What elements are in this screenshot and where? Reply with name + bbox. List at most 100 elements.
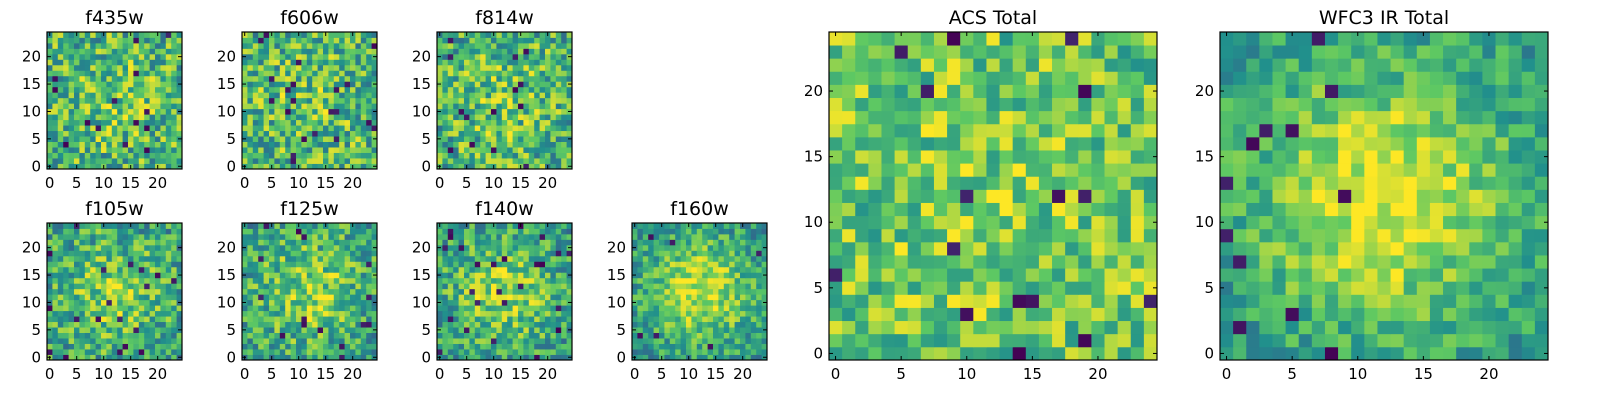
- heatmap-cell: [555, 228, 562, 235]
- heatmap-cell: [355, 294, 362, 301]
- heatmap-cell: [507, 147, 513, 153]
- heatmap-cell: [138, 299, 145, 306]
- heatmap-cell: [149, 239, 156, 246]
- heatmap-cell: [339, 332, 345, 339]
- heatmap-cell: [702, 244, 708, 251]
- heatmap-cell: [57, 125, 64, 132]
- heatmap-cell: [523, 152, 530, 159]
- heatmap-cell: [117, 141, 123, 148]
- heatmap-cell: [90, 130, 96, 137]
- heatmap-cell: [669, 294, 676, 301]
- heatmap-cell: [907, 202, 922, 217]
- heatmap-cell: [669, 244, 676, 251]
- heatmap-cell: [1117, 163, 1132, 177]
- heatmap-cell: [301, 108, 308, 115]
- heatmap-cell: [539, 255, 546, 262]
- heatmap-cell: [648, 239, 654, 246]
- heatmap-cell: [274, 343, 281, 350]
- heatmap-cell: [165, 108, 172, 115]
- heatmap-cell: [149, 244, 156, 251]
- heatmap-cell: [453, 70, 459, 77]
- heatmap-cell: [1130, 228, 1145, 243]
- heatmap-cell: [68, 244, 75, 251]
- heatmap-cell: [138, 321, 145, 328]
- heatmap-cell: [90, 288, 96, 295]
- heatmap-cell: [718, 228, 725, 235]
- heatmap-cell: [512, 92, 519, 99]
- heatmap-cell: [290, 158, 297, 164]
- heatmap-cell: [659, 244, 665, 251]
- heatmap-cell: [464, 233, 470, 240]
- heatmap-cell: [474, 261, 481, 268]
- heatmap-cell: [561, 299, 567, 306]
- heatmap-cell: [1038, 228, 1053, 243]
- heatmap-cell: [101, 70, 107, 77]
- heatmap-cell: [986, 255, 1000, 269]
- heatmap-cell: [328, 288, 335, 295]
- heatmap-cell: [350, 75, 356, 82]
- heatmap-cell: [258, 37, 264, 44]
- heatmap-cell: [101, 147, 107, 153]
- heatmap-cell: [718, 354, 725, 361]
- heatmap-cell: [360, 37, 367, 44]
- heatmap-cell: [442, 327, 449, 333]
- heatmap-cell: [79, 32, 86, 38]
- heatmap-cell: [539, 343, 546, 350]
- heatmap-cell: [344, 64, 351, 71]
- heatmap-cell: [176, 266, 183, 273]
- heatmap-cell: [723, 272, 730, 279]
- heatmap-cell: [707, 354, 714, 361]
- heatmap-cell: [496, 305, 503, 312]
- heatmap-cell: [894, 320, 909, 335]
- heatmap-cell: [973, 255, 987, 269]
- heatmap-cell: [453, 244, 459, 251]
- heatmap-cell: [447, 277, 454, 284]
- heatmap-cell: [52, 233, 59, 240]
- heatmap-cell: [1143, 255, 1158, 269]
- heatmap-cell: [84, 228, 91, 235]
- heatmap-cell: [723, 343, 730, 350]
- heatmap-cell: [84, 53, 91, 60]
- heatmap-cell: [480, 42, 486, 49]
- heatmap-cell: [176, 48, 183, 55]
- heatmap-cell: [339, 125, 345, 132]
- heatmap-cell: [458, 223, 465, 229]
- heatmap-cell: [360, 277, 367, 284]
- heatmap-cell: [550, 32, 557, 38]
- heatmap-cell: [756, 321, 762, 328]
- heatmap-cell: [350, 125, 356, 132]
- heatmap-cell: [90, 114, 96, 121]
- heatmap-cell: [447, 294, 454, 301]
- heatmap-cell: [128, 130, 134, 137]
- heatmap-cell: [290, 305, 297, 312]
- heatmap-cell: [1038, 189, 1053, 203]
- heatmap-cell: [371, 32, 378, 38]
- heatmap-cell: [447, 163, 454, 170]
- heatmap-cell: [301, 75, 308, 82]
- heatmap-cell: [458, 321, 465, 328]
- heatmap-cell: [90, 97, 96, 104]
- x-tick-label: 0: [435, 365, 445, 383]
- heatmap-cell: [350, 338, 356, 344]
- heatmap-cell: [491, 316, 497, 323]
- heatmap-cell: [729, 228, 735, 235]
- heatmap-cell: [111, 125, 118, 132]
- heatmap-cell: [269, 64, 275, 71]
- heatmap-cell: [480, 86, 486, 93]
- heatmap-cell: [653, 354, 660, 361]
- heatmap-cell: [881, 215, 895, 230]
- heatmap-cell: [160, 321, 167, 328]
- heatmap-cell: [296, 130, 302, 137]
- heatmap-cell: [133, 130, 140, 137]
- heatmap-cell: [269, 37, 275, 44]
- heatmap-cell: [47, 250, 53, 257]
- heatmap-cell: [149, 32, 156, 38]
- heatmap-cell: [269, 136, 275, 142]
- heatmap-cell: [637, 316, 644, 323]
- heatmap-cell: [534, 42, 540, 49]
- heatmap-cell: [101, 338, 107, 344]
- heatmap-cell: [750, 316, 757, 323]
- heatmap-cell: [274, 163, 281, 170]
- heatmap-cell: [469, 233, 476, 240]
- heatmap-cell: [1130, 163, 1145, 177]
